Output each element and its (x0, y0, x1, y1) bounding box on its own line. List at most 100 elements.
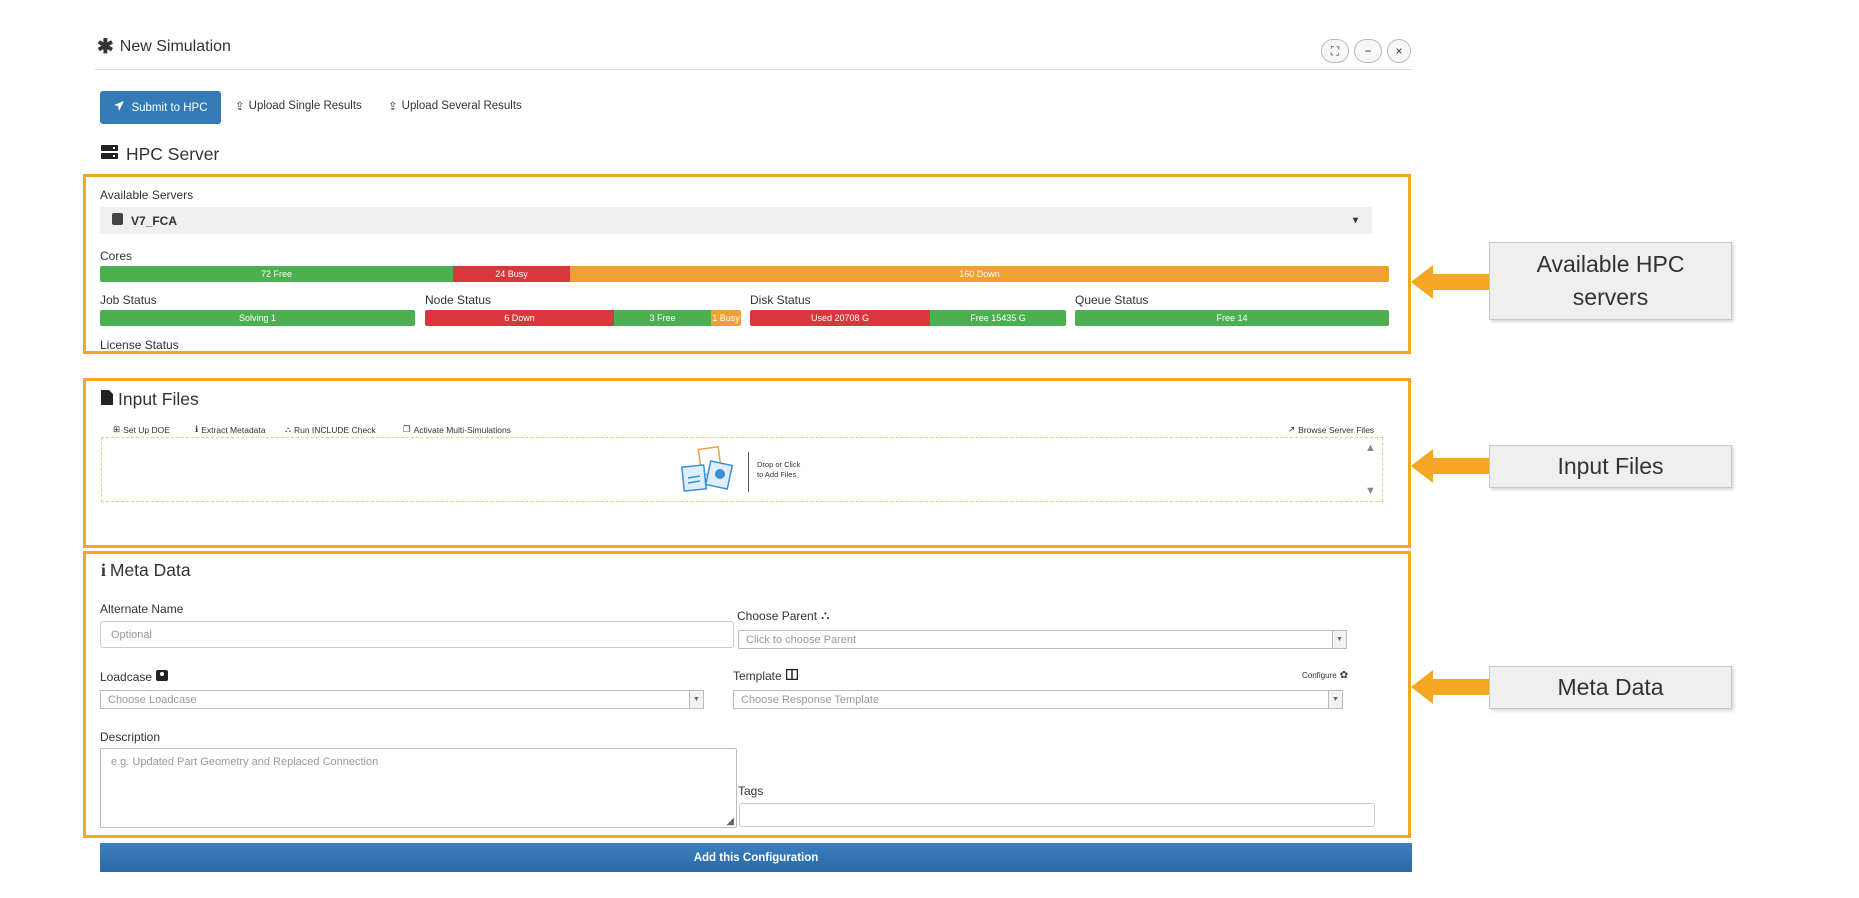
tags-label: Tags (738, 784, 764, 798)
cores-down-segment: 160 Down (570, 266, 1389, 282)
dropzone-divider (748, 452, 749, 492)
alternate-name-input[interactable]: Optional (100, 621, 734, 648)
input-files-frame (83, 378, 1411, 548)
node-status-label: Node Status (425, 293, 492, 307)
browse-server-files-button[interactable]: ↗ Browse Server Files (1288, 424, 1374, 435)
arrow-left-icon (1411, 670, 1491, 704)
upload-icon: ⇪ (235, 101, 245, 113)
cores-bar: 72 Free 24 Busy 160 Down (100, 266, 1389, 282)
job-status-bar: Solving 1 (100, 310, 415, 326)
meta-data-heading: i Meta Data (101, 560, 191, 581)
template-text: Template (733, 669, 782, 683)
header-divider (95, 69, 1412, 70)
callout-meta-text: Meta Data (1557, 674, 1664, 700)
browse-server-label: Browse Server Files (1298, 424, 1375, 435)
loadcase-text: Loadcase (100, 669, 153, 684)
extract-metadata-label: Extract Metadata (201, 424, 266, 435)
description-textarea[interactable]: e.g. Updated Part Geometry and Replaced … (100, 748, 737, 828)
queue-status-label: Queue Status (1075, 293, 1149, 307)
file-dropzone[interactable] (101, 437, 1383, 502)
window-title-text: New Simulation (119, 38, 231, 55)
table-icon: ⊞ (113, 424, 121, 434)
description-placeholder: e.g. Updated Part Geometry and Replaced … (111, 756, 379, 768)
activate-multi-label: Activate Multi-Simulations (413, 424, 511, 435)
asterisk-icon: ✱ (97, 36, 114, 58)
node-status-bar: 6 Down 3 Free 1 Busy (425, 310, 741, 326)
chevron-down-icon: ▼ (1332, 631, 1346, 648)
minimize-icon[interactable]: − (1354, 39, 1382, 63)
chevron-down-icon: ▼ (689, 691, 703, 708)
disk-status-bar: Used 20708 G Free 15435 G (750, 310, 1066, 326)
loadcase-placeholder: Choose Loadcase (108, 693, 197, 706)
submit-to-hpc-button[interactable]: Submit to HPC (100, 91, 221, 124)
node-free-segment: 3 Free (614, 310, 711, 326)
queue-status-bar: Free 14 (1075, 310, 1389, 326)
setup-doe-button[interactable]: ⊞ Set Up DOE (113, 424, 170, 435)
hpc-server-heading: HPC Server (101, 144, 219, 165)
meta-data-frame (83, 551, 1411, 838)
chevron-down-icon: ▾ (1352, 215, 1358, 226)
choose-parent-select[interactable]: Click to choose Parent ▼ (738, 630, 1347, 649)
choose-parent-placeholder: Click to choose Parent (746, 633, 857, 646)
sitemap-icon: ⛬ (285, 424, 291, 434)
close-icon[interactable]: × (1387, 39, 1411, 63)
database-icon (112, 213, 123, 228)
job-solving-segment: Solving 1 (100, 310, 415, 326)
weight-icon (156, 669, 169, 684)
resize-handle-icon[interactable]: ◢ (726, 816, 734, 827)
rocket-icon (113, 100, 125, 115)
info-icon: i (101, 560, 106, 580)
run-include-check-label: Run INCLUDE Check (293, 424, 376, 435)
description-label: Description (100, 730, 161, 744)
add-configuration-label: Add this Configuration (693, 851, 819, 864)
upload-several-label: Upload Several Results (401, 100, 522, 112)
upload-single-results-button[interactable]: ⇪ Upload Single Results (235, 99, 362, 113)
tags-input[interactable] (739, 803, 1375, 827)
callout-hpc: Available HPC servers (1489, 242, 1732, 320)
disk-free-segment: Free 15435 G (930, 310, 1066, 326)
loadcase-label: Loadcase (100, 669, 169, 684)
extract-metadata-button[interactable]: ℹ Extract Metadata (195, 424, 266, 435)
template-select[interactable]: Choose Response Template ▼ (733, 690, 1343, 709)
template-label: Template (733, 668, 798, 683)
callout-input-files: Input Files (1489, 445, 1732, 488)
submit-label: Submit to HPC (131, 101, 208, 114)
meta-data-title: Meta Data (109, 560, 191, 580)
run-include-check-button[interactable]: ⛬ Run INCLUDE Check (285, 424, 376, 435)
cores-label: Cores (100, 249, 133, 263)
upload-icon: ⇪ (388, 101, 398, 113)
sitemap-icon: ⛬ (821, 608, 830, 622)
loadcase-select[interactable]: Choose Loadcase ▼ (100, 690, 704, 709)
callout-hpc-text: Available HPC servers (1536, 251, 1685, 310)
documents-icon (680, 445, 740, 501)
server-icon (101, 144, 118, 165)
cores-free-segment: 72 Free (100, 266, 453, 282)
chevron-down-icon: ▼ (1328, 691, 1342, 708)
upload-several-results-button[interactable]: ⇪ Upload Several Results (388, 99, 522, 113)
file-icon (101, 389, 113, 410)
setup-doe-label: Set Up DOE (123, 424, 170, 435)
node-busy-segment: 1 Busy (711, 310, 741, 326)
server-select[interactable]: V7_FCA ▾ (100, 207, 1372, 234)
scroll-down-icon[interactable]: ▼ (1365, 485, 1376, 497)
expand-icon[interactable]: ⛶ (1321, 39, 1349, 63)
alternate-name-label: Alternate Name (100, 602, 184, 616)
scroll-up-icon[interactable]: ▲ (1365, 442, 1376, 454)
arrow-left-icon (1411, 265, 1491, 299)
callout-input-text: Input Files (1557, 453, 1664, 479)
choose-parent-label: Choose Parent ⛬ (737, 608, 829, 623)
disk-used-segment: Used 20708 G (750, 310, 930, 326)
configure-label: Configure (1302, 671, 1337, 680)
hpc-server-title: HPC Server (126, 144, 220, 164)
columns-icon (785, 668, 798, 683)
activate-multi-simulations-button[interactable]: ❐ Activate Multi-Simulations (403, 424, 511, 435)
hpc-frame (83, 174, 1411, 354)
arrow-left-icon (1411, 449, 1491, 483)
choose-parent-text: Choose Parent (737, 608, 818, 623)
selected-server: V7_FCA (131, 213, 178, 228)
configure-button[interactable]: Configure ✿ (1302, 670, 1348, 681)
drop-line-2: to Add Files (757, 470, 797, 479)
gear-icon: ✿ (1339, 670, 1349, 681)
add-configuration-button[interactable]: Add this Configuration (100, 843, 1412, 872)
disk-status-label: Disk Status (750, 293, 811, 307)
